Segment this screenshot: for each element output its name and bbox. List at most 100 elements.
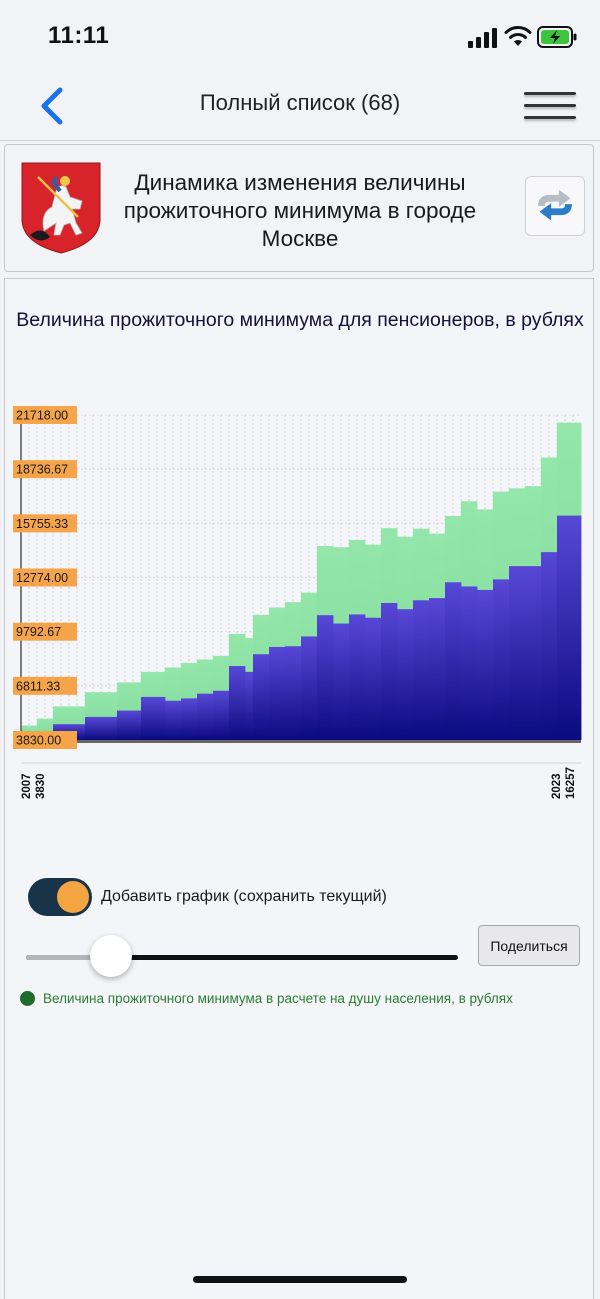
bar-series-2 — [221, 690, 230, 740]
bar-series-2 — [549, 552, 558, 740]
bar-series-2 — [373, 617, 382, 740]
bar-series-2 — [349, 614, 358, 740]
bar-series-2 — [229, 666, 238, 740]
wifi-icon — [504, 26, 532, 46]
y-tick-label-box — [13, 676, 77, 695]
add-chart-toggle-label: Добавить график (сохранить текущий) — [101, 888, 387, 905]
x-end-value-label: 16257 — [565, 767, 577, 799]
bar-series-2 — [101, 716, 110, 740]
bar-series-2 — [293, 646, 302, 740]
hamburger-menu-icon[interactable] — [524, 92, 576, 128]
bar-series-2 — [109, 716, 118, 740]
bar-series-2 — [157, 696, 166, 740]
bar-series-2 — [253, 654, 262, 740]
bar-series-1 — [101, 692, 110, 740]
bar-series-2 — [317, 615, 326, 740]
bar-series-2 — [453, 582, 462, 740]
bar-series-2 — [245, 671, 254, 740]
y-tick-label-box — [13, 622, 77, 641]
bar-series-1 — [85, 692, 94, 740]
legend-marker — [20, 991, 35, 1006]
bar-series-2 — [333, 623, 342, 740]
bar-series-2 — [261, 654, 270, 740]
y-tick-label-box — [13, 731, 77, 749]
y-tick-label: 12774.00 — [16, 571, 68, 585]
bar-chart: 21718.00 18736.67 15755.33 12774.00 9792.67 6… — [13, 406, 582, 799]
swap-button[interactable] — [525, 176, 585, 236]
slider-thumb[interactable] — [90, 935, 132, 977]
bar-series-1 — [93, 692, 102, 740]
y-tick-label: 15755.33 — [16, 517, 68, 531]
bar-series-2 — [181, 698, 190, 740]
bar-series-1 — [53, 706, 62, 740]
bar-series-2 — [469, 586, 478, 740]
status-bar: 11:11 — [0, 0, 600, 70]
bar-series-2 — [173, 700, 182, 740]
bar-series-2 — [485, 589, 494, 740]
y-tick-label: 21718.00 — [16, 409, 68, 423]
bar-series-2 — [461, 586, 470, 740]
bar-series-2 — [573, 515, 582, 740]
back-chevron-icon[interactable] — [36, 86, 70, 126]
bar-series-2 — [237, 666, 246, 740]
bar-series-2 — [325, 615, 334, 740]
bar-series-1 — [109, 692, 118, 740]
chart-title: Величина прожиточного минимума для пенси… — [16, 309, 584, 331]
add-chart-toggle[interactable] — [28, 878, 92, 916]
home-indicator — [193, 1276, 407, 1283]
y-tick-label: 3830.00 — [16, 734, 61, 748]
x-end-year-label: 2023 — [551, 773, 563, 799]
share-button[interactable]: Поделиться — [478, 925, 580, 966]
header-title: Динамика изменения величины прожиточного… — [123, 170, 477, 251]
bar-series-2 — [269, 646, 278, 740]
cellular-signal-icon — [468, 28, 497, 48]
battery-charging-icon — [537, 26, 577, 48]
bar-series-2 — [533, 566, 542, 740]
x-start-value-label: 3830 — [35, 773, 47, 799]
moscow-coat-of-arms-icon — [21, 162, 101, 254]
bar-series-1 — [61, 706, 70, 740]
bar-series-2 — [557, 515, 566, 740]
bar-series-2 — [437, 598, 446, 740]
bar-series-2 — [509, 566, 518, 740]
bar-series-2 — [501, 579, 510, 740]
bar-series-2 — [285, 646, 294, 740]
header-card: Динамика изменения величины прожиточного… — [4, 144, 594, 272]
bar-series-2 — [205, 693, 214, 740]
bar-series-2 — [197, 693, 206, 740]
bar-series-2 — [405, 609, 414, 740]
y-tick-label-box — [13, 406, 77, 424]
slider-track[interactable] — [26, 955, 458, 960]
y-tick-label: 18736.67 — [16, 463, 68, 477]
y-tick-label-box — [13, 460, 77, 479]
bar-series-2 — [421, 600, 430, 740]
bar-series-2 — [541, 552, 550, 740]
bar-series-2 — [381, 603, 390, 740]
bar-series-2 — [389, 603, 398, 740]
bar-series-2 — [189, 698, 198, 740]
bar-series-1 — [37, 718, 46, 740]
bar-series-2 — [213, 690, 222, 740]
y-tick-label-box — [13, 514, 77, 533]
bar-series-2 — [141, 696, 150, 740]
bar-series-2 — [477, 589, 486, 740]
swap-arrows-icon — [538, 189, 572, 221]
bar-series-2 — [429, 598, 438, 740]
navigation-bar: Полный список (68) — [0, 70, 600, 141]
bar-series-2 — [565, 515, 574, 740]
bar-series-2 — [397, 609, 406, 740]
bar-series-2 — [413, 600, 422, 740]
bar-series-2 — [525, 566, 534, 740]
bar-series-2 — [125, 710, 134, 740]
bar-series-2 — [93, 716, 102, 740]
bar-series-2 — [445, 582, 454, 740]
bar-series-1 — [69, 706, 78, 740]
bar-series-2 — [517, 566, 526, 740]
bar-series-2 — [149, 696, 158, 740]
y-tick-label: 9792.67 — [16, 625, 61, 639]
status-time: 11:11 — [48, 22, 110, 49]
y-tick-label-box — [13, 568, 77, 587]
x-start-year-label: 2007 — [21, 773, 33, 799]
bar-series-2 — [277, 646, 286, 740]
y-tick-label: 6811.33 — [16, 679, 60, 693]
